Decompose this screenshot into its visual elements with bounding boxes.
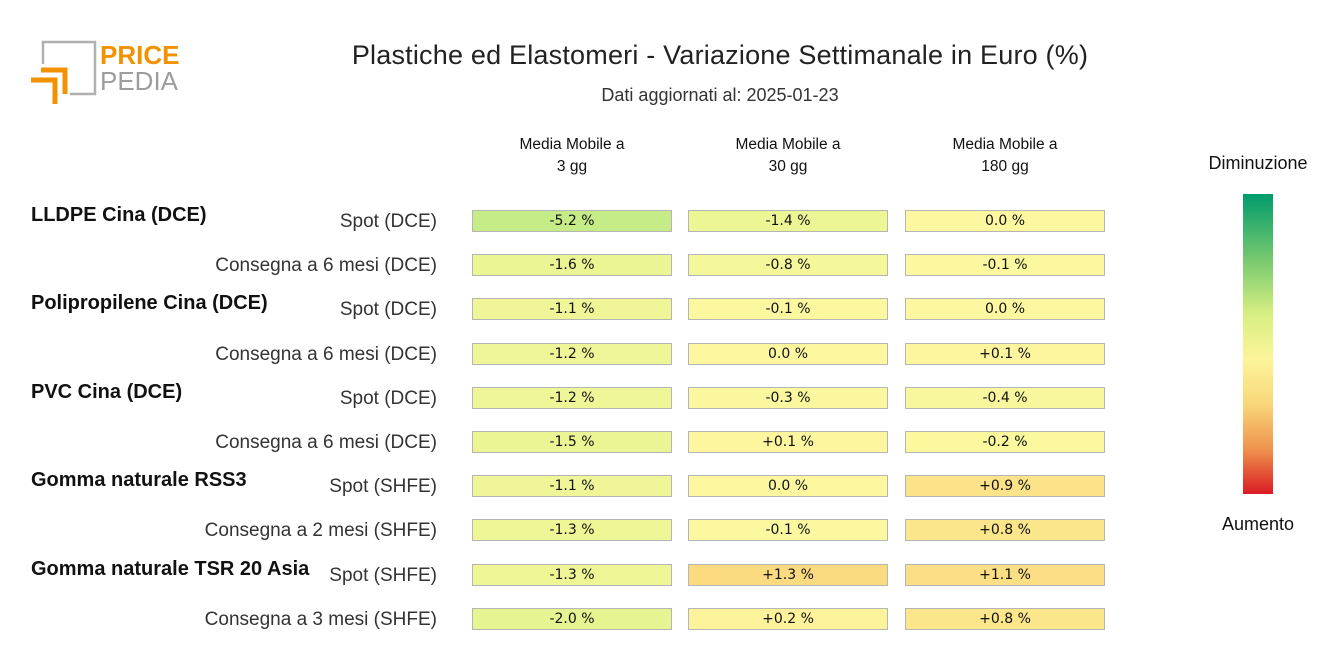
- value-cell: +0.9 %: [905, 475, 1105, 498]
- group-label: LLDPE Cina (DCE): [31, 204, 207, 226]
- column-header: Media Mobile a 30 gg: [735, 136, 841, 175]
- value-cell: -1.4 %: [688, 210, 888, 232]
- row-label: Spot (DCE): [339, 211, 437, 232]
- logo-text-pedia: PEDIA: [100, 66, 179, 96]
- value-cell: -1.3 %: [472, 563, 672, 586]
- value-cell: -2.0 %: [472, 607, 672, 630]
- value-cell: -0.1 %: [688, 298, 888, 321]
- value-cell: +0.1 %: [688, 431, 888, 453]
- row-label: Consegna a 6 mesi (DCE): [215, 432, 437, 453]
- row-label: Consegna a 3 mesi (SHFE): [204, 608, 437, 630]
- pricepedia-logo: PRICE PEDIA: [31, 40, 179, 104]
- value-cell: -0.8 %: [688, 254, 888, 277]
- group-label: PVC Cina (DCE): [31, 380, 183, 403]
- row-label: Consegna a 6 mesi (DCE): [215, 343, 437, 365]
- value-cell: -0.4 %: [905, 386, 1105, 409]
- chart-title: Plastiche ed Elastomeri - Variazione Set…: [351, 40, 1089, 70]
- value-cell: -0.1 %: [688, 519, 888, 542]
- legend-gradient-bar: [1243, 194, 1273, 494]
- value-cell: +0.8 %: [905, 607, 1105, 630]
- column-header: Media Mobile a 180 gg: [952, 136, 1058, 175]
- value-cell: -1.5 %: [472, 431, 672, 453]
- row-label: Spot (DCE): [339, 299, 437, 321]
- logo-text-price: PRICE: [100, 40, 179, 70]
- value-cell: -1.3 %: [472, 519, 672, 542]
- value-cell: -1.6 %: [472, 254, 672, 277]
- chart-subtitle: Dati aggiornati al: 2025-01-23: [601, 85, 839, 105]
- value-cell: +1.3 %: [688, 563, 888, 586]
- group-label: Gomma naturale TSR 20 Asia: [31, 557, 310, 580]
- row-label: Spot (DCE): [339, 387, 437, 409]
- legend-bottom-label: Aumento: [1221, 514, 1295, 534]
- value-cell: +0.8 %: [905, 519, 1105, 542]
- value-cell: 0.0 %: [905, 298, 1105, 321]
- row-label: Spot (SHFE): [329, 564, 437, 586]
- legend-top-label: Diminuzione: [1208, 153, 1308, 173]
- group-label: Polipropilene Cina (DCE): [31, 292, 268, 315]
- row-label: Consegna a 6 mesi (DCE): [215, 255, 437, 277]
- value-cell: 0.0 %: [688, 475, 888, 498]
- value-cell: -1.1 %: [472, 475, 672, 498]
- value-cell: +0.2 %: [688, 607, 888, 630]
- value-cell: +1.1 %: [905, 563, 1105, 586]
- value-cell: +0.1 %: [905, 342, 1105, 365]
- value-cell: -1.1 %: [472, 298, 672, 321]
- value-cell: -1.2 %: [472, 342, 672, 365]
- value-cell: -0.2 %: [905, 431, 1105, 453]
- group-label: Gomma naturale RSS3: [31, 469, 247, 492]
- value-cell: -0.3 %: [688, 386, 888, 409]
- value-cell: 0.0 %: [905, 210, 1105, 232]
- value-cell: -0.1 %: [905, 254, 1105, 277]
- row-label: Spot (SHFE): [329, 476, 437, 498]
- value-cell: -5.2 %: [472, 210, 672, 232]
- row-label: Consegna a 2 mesi (SHFE): [204, 520, 437, 542]
- value-cell: 0.0 %: [688, 342, 888, 365]
- value-cell: -1.2 %: [472, 386, 672, 409]
